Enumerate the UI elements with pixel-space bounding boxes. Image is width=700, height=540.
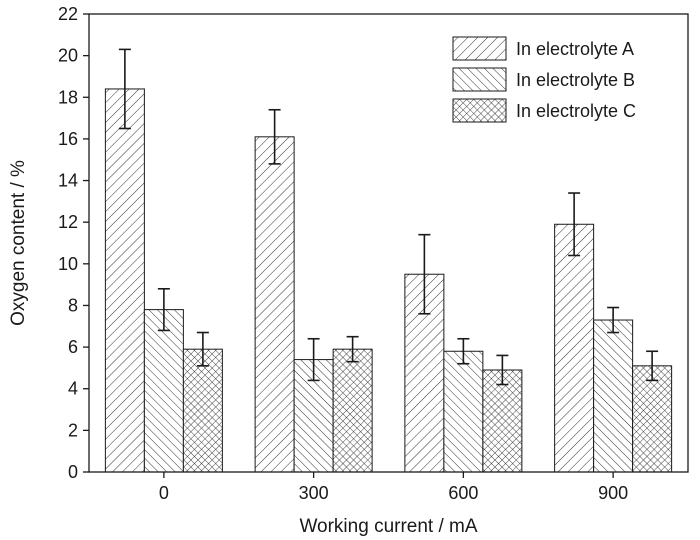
- bar-3-0: [182, 348, 223, 473]
- y-tick-label-18: 18: [58, 87, 78, 107]
- legend-swatch-3: [452, 98, 507, 123]
- y-axis: 0 2 4 6 8 10 12 14 16 18 20 22: [58, 4, 89, 482]
- x-tick-label-300: 300: [299, 483, 329, 503]
- y-tick-label-12: 12: [58, 212, 78, 232]
- y-tick-label-22: 22: [58, 4, 78, 24]
- legend: In electrolyte A In electrolyte B In elect…: [452, 36, 636, 123]
- legend-label-1: In electrolyte A: [516, 39, 634, 59]
- legend-swatch-2: [452, 67, 507, 92]
- bar-1-0: [104, 88, 145, 473]
- y-axis-label: Oxygen content / %: [8, 160, 29, 326]
- y-tick-label-14: 14: [58, 171, 78, 191]
- bar-3-900: [632, 365, 673, 473]
- x-axis-label: Working current / mA: [299, 516, 477, 537]
- legend-label-2: In electrolyte B: [516, 70, 635, 90]
- y-tick-label-10: 10: [58, 254, 78, 274]
- bar-2-900: [593, 319, 634, 473]
- y-tick-label-20: 20: [58, 46, 78, 66]
- x-axis: 0 300 600 900: [159, 472, 628, 503]
- y-tick-label-2: 2: [68, 420, 78, 440]
- x-tick-label-600: 600: [448, 483, 478, 503]
- x-tick-label-0: 0: [159, 483, 169, 503]
- legend-label-3: In electrolyte C: [516, 101, 636, 121]
- y-tick-label-4: 4: [68, 379, 78, 399]
- y-tick-label-6: 6: [68, 337, 78, 357]
- x-tick-label-900: 900: [598, 483, 628, 503]
- bar-1-900: [554, 223, 595, 473]
- bar-1-300: [254, 136, 295, 473]
- bar-2-0: [143, 309, 184, 473]
- plot-frame: [88, 13, 689, 473]
- y-tick-label-8: 8: [68, 295, 78, 315]
- bar-3-300: [332, 348, 373, 473]
- bars-layer: [104, 88, 673, 473]
- y-tick-label-0: 0: [68, 462, 78, 482]
- y-tick-label-16: 16: [58, 129, 78, 149]
- error-bars-layer: [118, 48, 659, 386]
- legend-swatch-1: [452, 36, 507, 61]
- bar-2-600: [443, 350, 484, 473]
